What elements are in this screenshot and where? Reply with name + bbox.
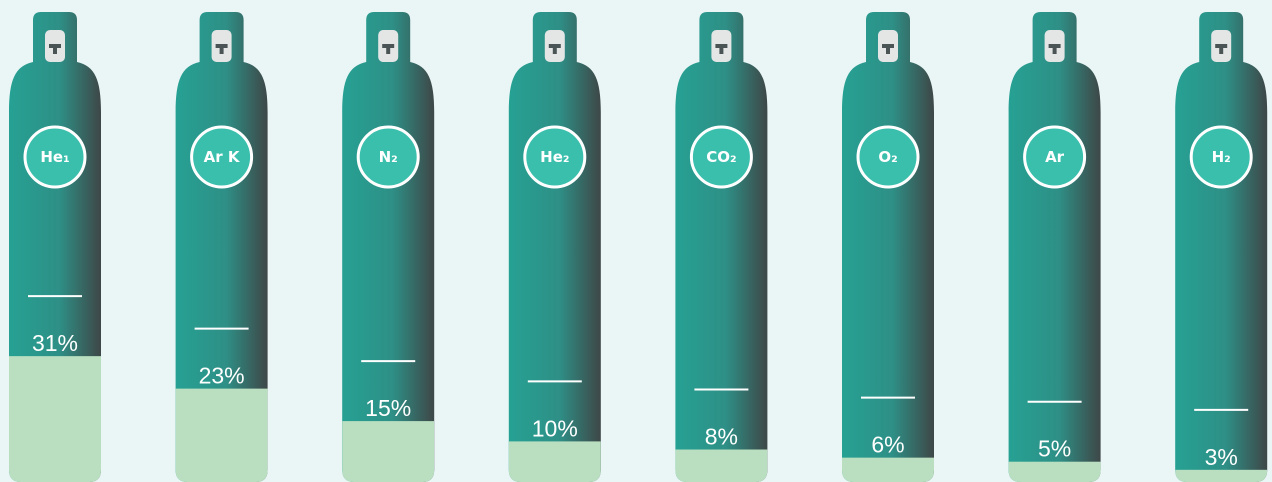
cylinder-label: Ar [1045,148,1065,166]
value-label: 10% [532,415,578,441]
valve-t [382,44,395,54]
valve-t [215,44,228,54]
fill-level [675,449,768,482]
fill-level [9,356,101,482]
value-label: 5% [1038,436,1071,462]
cylinder-label: H₂ [1212,148,1231,166]
cylinder-label: N₂ [379,148,398,166]
value-label: 3% [1205,444,1238,470]
cylinder [1175,12,1268,482]
cylinder-label: He₂ [540,148,569,166]
cylinder [675,12,768,482]
fill-level [1175,469,1268,482]
value-label: 8% [705,424,738,450]
cylinder-label: He₁ [40,148,69,166]
label-circle [23,125,87,189]
fill-level [842,457,934,482]
fill-level [1008,461,1101,482]
cylinder-label: CO₂ [706,148,736,166]
label-circle [190,125,254,189]
label-circle [356,125,420,189]
cylinder-label: Ar K [204,148,241,166]
fill-level [175,388,268,482]
value-label: 31% [32,330,78,356]
cylinder-label: O₂ [878,148,897,166]
valve-t [1048,44,1061,54]
label-circle [1023,125,1087,189]
fill-level [342,421,435,482]
cylinder [842,12,934,482]
cylinder [342,12,435,482]
label-circle [523,125,587,189]
valve-t [548,44,561,54]
fill-level [508,441,601,482]
cylinder [508,12,601,482]
valve-t [715,44,728,54]
valve-t [49,44,61,54]
valve-t [1215,44,1228,54]
value-label: 6% [871,432,904,458]
value-label: 23% [199,363,245,389]
cylinder [175,12,268,482]
label-circle [856,125,920,189]
value-label: 15% [365,395,411,421]
label-circle [1189,125,1253,189]
label-circle [689,125,753,189]
cylinder [1008,12,1101,482]
valve-t [882,44,894,54]
